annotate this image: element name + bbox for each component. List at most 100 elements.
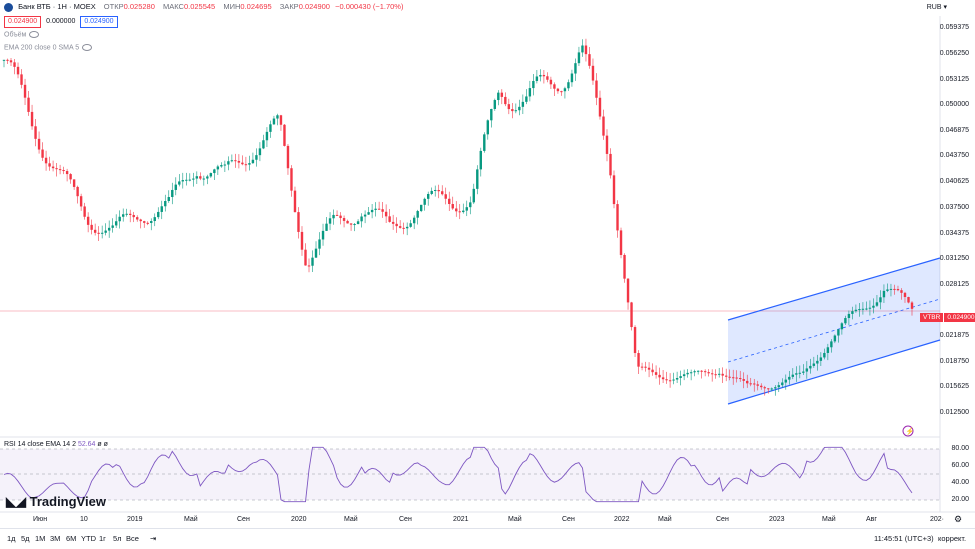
candle: [248, 163, 251, 165]
candle: [763, 387, 766, 389]
eye-icon[interactable]: [29, 31, 40, 38]
close-value: 0.024900: [298, 1, 330, 11]
symbol-title[interactable]: Банк ВТБ · 1Н · MOEX: [18, 1, 96, 11]
candle: [167, 197, 170, 202]
adjust-toggle[interactable]: коррект.: [938, 534, 967, 543]
candle: [588, 54, 591, 66]
candle: [728, 376, 731, 378]
current-symbol: VTBR: [920, 313, 944, 322]
candle: [402, 227, 405, 229]
time-tick: 2020: [291, 516, 307, 523]
eye-icon[interactable]: [82, 44, 93, 51]
candle: [93, 229, 97, 233]
candle: [511, 109, 514, 112]
date-range-icon[interactable]: ⇥: [150, 534, 157, 543]
open-label: ОТКР: [103, 1, 124, 11]
regression-channel: [728, 258, 940, 404]
candle: [640, 366, 644, 368]
candle: [227, 161, 230, 165]
candle: [297, 212, 300, 232]
candle: [255, 155, 258, 160]
candle: [696, 370, 700, 372]
time-tick: 2019: [127, 516, 143, 523]
buy-button[interactable]: 0.024900: [80, 16, 118, 28]
candle: [591, 65, 595, 81]
tv-mark-icon: ◣◢: [6, 494, 30, 509]
ema-indicator[interactable]: EMA 200 close 0 SMA 5: [4, 44, 93, 51]
time-tick: Май: [822, 516, 836, 523]
candle: [483, 134, 486, 151]
candle: [300, 231, 304, 250]
candle: [86, 216, 90, 225]
candle: [384, 211, 388, 217]
candle: [837, 329, 840, 336]
candle: [774, 387, 777, 389]
candle: [760, 385, 763, 388]
candle: [30, 111, 34, 127]
candle: [430, 190, 433, 194]
candle: [574, 63, 577, 74]
candle: [251, 159, 255, 164]
candle: [27, 97, 30, 112]
candle: [903, 292, 907, 298]
candle: [150, 221, 153, 224]
candle: [605, 135, 609, 154]
candle: [633, 327, 637, 354]
candle: [314, 248, 318, 258]
candle: [707, 372, 710, 374]
timeframe-YTD[interactable]: YTD: [81, 534, 96, 543]
candle: [283, 124, 286, 146]
candle: [595, 80, 598, 98]
candle: [668, 380, 672, 382]
price-tick: 0.056250: [939, 50, 969, 57]
candle: [703, 371, 707, 373]
current-price: 0.024900: [944, 313, 975, 322]
currency-label: RUB: [926, 4, 942, 11]
timeframe-5д[interactable]: 5д: [21, 534, 30, 543]
candle: [665, 379, 668, 381]
candle: [328, 218, 332, 224]
price-tick: 0.043750: [939, 152, 969, 159]
timeframe-3М[interactable]: 3М: [50, 534, 61, 543]
candle: [882, 290, 886, 298]
time-tick: 2023: [769, 516, 785, 523]
price-tick: 0.037500: [939, 204, 969, 211]
candle: [62, 169, 65, 172]
rsi-indicator[interactable]: RSI 14 close EMA 14 2 52.64 ø ø: [4, 441, 108, 448]
candle: [157, 211, 160, 218]
spread-value: 0.000000: [46, 18, 76, 25]
open-value: 0.025280: [123, 1, 155, 11]
time-tick: 2022: [614, 516, 630, 523]
candle: [851, 311, 854, 314]
candle: [234, 160, 237, 162]
tradingview-logo[interactable]: ◣◢ TradingView: [6, 494, 106, 510]
volume-indicator[interactable]: Объём: [4, 31, 40, 38]
timeframe-1г[interactable]: 1г: [99, 534, 106, 543]
candle: [349, 223, 353, 225]
currency-selector[interactable]: RUB ▾: [926, 4, 947, 11]
settings-gear-icon[interactable]: ⚙: [954, 514, 963, 524]
candle: [661, 377, 665, 380]
timeframe-Все[interactable]: Все: [126, 534, 139, 543]
candle: [732, 377, 735, 379]
candle: [293, 190, 297, 213]
candle: [816, 360, 819, 364]
candle: [798, 372, 802, 374]
candle: [868, 307, 872, 309]
price-tick: 0.018750: [939, 358, 969, 365]
channel-mid: [727, 298, 941, 363]
brand-name: TradingView: [29, 494, 106, 509]
candle: [528, 88, 532, 97]
candle: [405, 226, 409, 229]
timeframe-1д[interactable]: 1д: [7, 534, 16, 543]
clock-time[interactable]: 11:45:51 (UTC+3): [874, 534, 934, 543]
price-tick: 0.031250: [939, 255, 969, 262]
sell-button[interactable]: 0.024900: [4, 16, 42, 28]
candle: [781, 382, 784, 386]
timeframe-6М[interactable]: 6М: [66, 534, 77, 543]
candle: [444, 194, 447, 199]
candle: [612, 175, 616, 205]
timeframe-5л[interactable]: 5л: [113, 534, 122, 543]
timeframe-1М[interactable]: 1М: [35, 534, 46, 543]
